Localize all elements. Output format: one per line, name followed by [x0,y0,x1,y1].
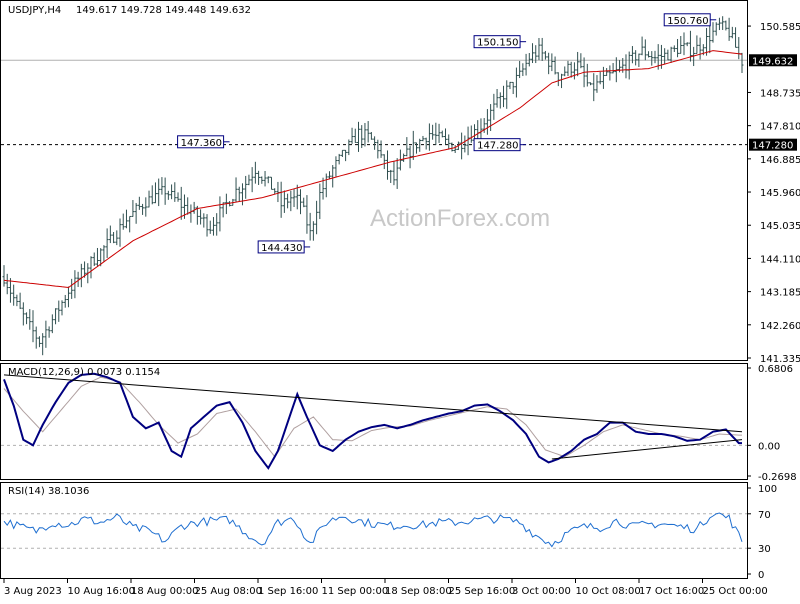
price-tick-label: 143.185 [760,288,800,299]
x-tick-label: 25 Aug 08:00 [195,586,262,597]
x-tick-label: 10 Aug 16:00 [68,586,135,597]
price-tick-label: 141.335 [760,354,800,365]
symbol-label: USDJPY,H4 [8,5,61,16]
macd-panel[interactable] [0,363,748,480]
price-tick-label: 144.110 [760,254,800,265]
price-tick-label: 145.035 [760,221,800,232]
rsi-tick-label: 70 [758,510,771,521]
watermark: ActionForex.com [370,205,550,232]
annotation-box [177,135,225,149]
price-tick-label: 146.885 [760,155,800,166]
macd-trendline [551,439,743,460]
price-tick-label: 150.585 [760,22,800,33]
annotation-box [257,240,305,254]
price-tag [749,54,797,67]
price-tick-label: 148.735 [760,88,800,99]
price-tag [749,138,797,151]
macd-plot [1,372,747,470]
x-tick-label: 3 Oct 00:00 [512,586,571,597]
macd-title: MACD(12,26,9) 0.0073 0.1154 [8,367,160,378]
annotation-label: 144.430 [261,243,302,254]
macd-tick-label: 0.6806 [758,364,793,375]
x-tick-label: 10 Oct 08:00 [576,586,641,597]
annotation-label: 147.360 [181,138,222,149]
rsi-tick-label: 30 [758,544,771,555]
macd-tick-label: 0.00 [758,441,780,452]
price-tag-label: 149.632 [752,56,793,67]
price-tag-label: 147.280 [752,141,793,152]
rsi-plot [1,512,747,549]
price-plot: 147.360 144.430 150.150 147.280 150.760 [1,13,747,356]
x-tick-label: 11 Sep 00:00 [322,586,389,597]
annotation-box [473,35,521,49]
price-tick-label: 145.960 [760,188,800,199]
annotation-label: 147.280 [477,141,518,152]
macd-trendline [3,374,743,433]
annotation-label: 150.150 [477,38,518,49]
rsi-tick-label: 100 [758,484,777,495]
x-tick-label: 18 Aug 00:00 [131,586,198,597]
x-tick-label: 3 Aug 2023 [4,586,62,597]
price-tick-label: 147.810 [760,122,800,133]
x-tick-label: 17 Oct 16:00 [639,586,704,597]
rsi-tick-label: 0 [758,570,764,581]
macd-tick-label: -0.2698 [758,472,797,483]
annotation-label: 150.760 [667,16,708,27]
ohlc-label: 149.617 149.728 149.448 149.632 [76,5,251,16]
moving-average-line [3,50,743,289]
rsi-panel[interactable] [0,482,748,579]
rsi-line [3,512,743,548]
price-tick-label: 142.260 [760,321,800,332]
x-tick-label: 1 Sep 16:00 [258,586,318,597]
axes: 150.585 149.632 148.735 147.810 147.280 146.8… [3,22,800,597]
annotation-box [473,138,521,152]
x-tick-label: 25 Sep 16:00 [449,586,516,597]
macd-signal-line [3,376,742,458]
annotation-box [663,13,711,27]
rsi-title: RSI(14) 38.1036 [8,486,89,497]
x-tick-label: 18 Sep 08:00 [385,586,452,597]
x-tick-label: 25 Oct 00:00 [703,586,768,597]
